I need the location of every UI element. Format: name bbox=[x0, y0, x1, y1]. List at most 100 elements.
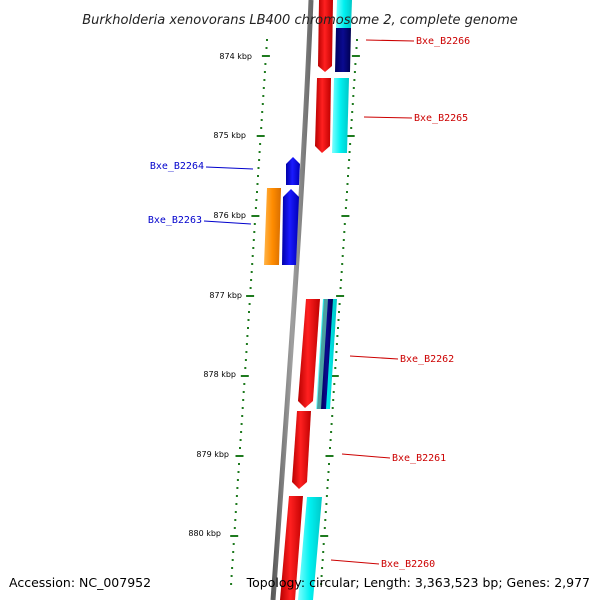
scale-tick-minor bbox=[257, 167, 260, 169]
gene-bxe-b2266[interactable]: Bxe_B2266 bbox=[318, 0, 470, 72]
scale-tick-minor bbox=[323, 527, 326, 529]
scale-tick-minor bbox=[335, 343, 338, 345]
scale-tick-minor bbox=[248, 311, 250, 313]
gene-leader-line bbox=[365, 39, 415, 42]
scale-tick-minor bbox=[321, 567, 324, 569]
scale-tick-minor bbox=[354, 63, 357, 65]
gene-block-dark bbox=[335, 28, 351, 72]
scale-tick-minor bbox=[258, 159, 261, 161]
scale-tick-minor bbox=[264, 63, 267, 65]
gene-leader-line bbox=[205, 166, 254, 170]
scale-tick-minor bbox=[338, 311, 340, 313]
scale-tick-minor bbox=[246, 335, 249, 337]
gene-bxe-b2264[interactable]: Bxe_B2264 bbox=[150, 157, 300, 185]
scale-tick-minor bbox=[254, 207, 257, 209]
scale-tick-minor bbox=[256, 183, 259, 185]
scale-tick-minor bbox=[326, 479, 329, 481]
scale-tick-minor bbox=[336, 335, 339, 337]
gene-leader-line bbox=[341, 453, 391, 459]
scale-tick-minor bbox=[324, 519, 327, 521]
scale-tick-minor bbox=[327, 471, 330, 473]
scale-tick-minor bbox=[334, 367, 337, 369]
scale-tick-minor bbox=[348, 151, 351, 153]
scale-tick-minor bbox=[349, 143, 352, 145]
gene-bxe-b2262[interactable]: Bxe_B2262 bbox=[298, 299, 454, 409]
scale-tick-minor bbox=[232, 543, 235, 545]
gene-block bbox=[332, 78, 349, 153]
cds-block bbox=[318, 0, 333, 72]
scale-tick-minor bbox=[335, 351, 338, 353]
scale-tick-minor bbox=[250, 271, 253, 273]
scale-tick-minor bbox=[252, 239, 255, 241]
scale-tick-minor bbox=[326, 487, 329, 489]
scale-tick-minor bbox=[263, 79, 266, 81]
scale-tick-minor bbox=[244, 359, 247, 361]
cds-block bbox=[315, 78, 331, 153]
gene-leader-line bbox=[349, 355, 399, 360]
scale-tick-minor bbox=[260, 127, 263, 129]
scale-tick-minor bbox=[242, 399, 245, 401]
scale-tick-minor bbox=[325, 503, 328, 505]
scale-tick-minor bbox=[344, 207, 347, 209]
scale-tick-minor bbox=[348, 159, 351, 161]
scale-tick-minor bbox=[242, 391, 245, 393]
scale-tick-minor bbox=[263, 71, 266, 73]
scale-tick-minor bbox=[231, 567, 234, 569]
scale-tick-minor bbox=[234, 519, 237, 521]
scale-tick-major bbox=[240, 375, 249, 377]
scale-track bbox=[230, 39, 270, 585]
gene-label: Bxe_B2260 bbox=[381, 559, 435, 570]
scale-label-876: 876 kbp bbox=[213, 211, 246, 220]
scale-tick-major bbox=[261, 55, 270, 57]
scale-label-878: 878 kbp bbox=[203, 370, 236, 379]
scale-tick-minor bbox=[235, 503, 238, 505]
gene-bxe-b2263[interactable]: Bxe_B2263 bbox=[148, 188, 299, 265]
scale-tick-minor bbox=[251, 255, 254, 257]
scale-tick-minor bbox=[236, 479, 239, 481]
scale-tick-minor bbox=[329, 439, 332, 441]
scale-tick-minor bbox=[237, 471, 240, 473]
scale-tick-minor bbox=[257, 175, 259, 177]
scale-tick-minor bbox=[352, 95, 355, 97]
scale-tick-minor bbox=[262, 87, 265, 89]
scale-tick-minor bbox=[341, 255, 344, 257]
scale-tick-minor bbox=[337, 327, 339, 329]
scale-tick-minor bbox=[230, 575, 233, 577]
scale-tick-minor bbox=[347, 175, 349, 177]
scale-tick-major bbox=[341, 215, 350, 217]
scale-label-874: 874 kbp bbox=[219, 52, 252, 61]
scale-tick-minor bbox=[248, 303, 251, 305]
scale-tick-minor bbox=[258, 151, 261, 153]
scale-tick-minor bbox=[236, 487, 239, 489]
scale-tick-major bbox=[330, 375, 339, 377]
scale-tick-minor bbox=[241, 407, 244, 409]
scale-labels: 874 kbp 875 kbp 876 kbp 877 kbp 878 kbp … bbox=[188, 52, 252, 538]
scale-tick-minor bbox=[256, 191, 258, 193]
gene-block bbox=[298, 497, 322, 600]
scale-tick-minor bbox=[252, 247, 255, 249]
scale-tick-minor bbox=[239, 447, 241, 449]
scale-tick-minor bbox=[343, 231, 346, 233]
scale-tick-minor bbox=[247, 319, 250, 321]
scale-tick-minor bbox=[342, 239, 345, 241]
gene-bxe-b2265[interactable]: Bxe_B2265 bbox=[315, 78, 468, 153]
scale-tick-minor bbox=[238, 463, 240, 465]
scale-tick-minor bbox=[330, 431, 333, 433]
scale-tick-minor bbox=[351, 103, 354, 105]
cds-block bbox=[292, 411, 311, 489]
scale-tick-minor bbox=[325, 495, 328, 497]
scale-tick-minor bbox=[345, 199, 348, 201]
scale-tick-minor bbox=[339, 287, 342, 289]
gene-bxe-b2260[interactable]: Bxe_B2260 bbox=[280, 496, 435, 600]
scale-tick-minor bbox=[261, 111, 264, 113]
scale-tick-minor bbox=[329, 447, 331, 449]
scale-tick-minor bbox=[346, 183, 349, 185]
scale-tick-minor bbox=[253, 223, 256, 225]
scale-tick-minor bbox=[251, 263, 254, 265]
scale-tick-minor bbox=[240, 431, 243, 433]
scale-tick-minor bbox=[355, 47, 358, 49]
gene-label: Bxe_B2265 bbox=[414, 113, 468, 124]
gene-bxe-b2261[interactable]: Bxe_B2261 bbox=[292, 411, 446, 489]
scale-tick-minor bbox=[322, 543, 325, 545]
